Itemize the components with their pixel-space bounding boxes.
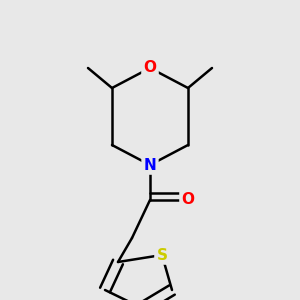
Text: O: O <box>143 61 157 76</box>
Text: O: O <box>182 193 194 208</box>
Text: S: S <box>157 248 167 262</box>
Text: N: N <box>144 158 156 172</box>
